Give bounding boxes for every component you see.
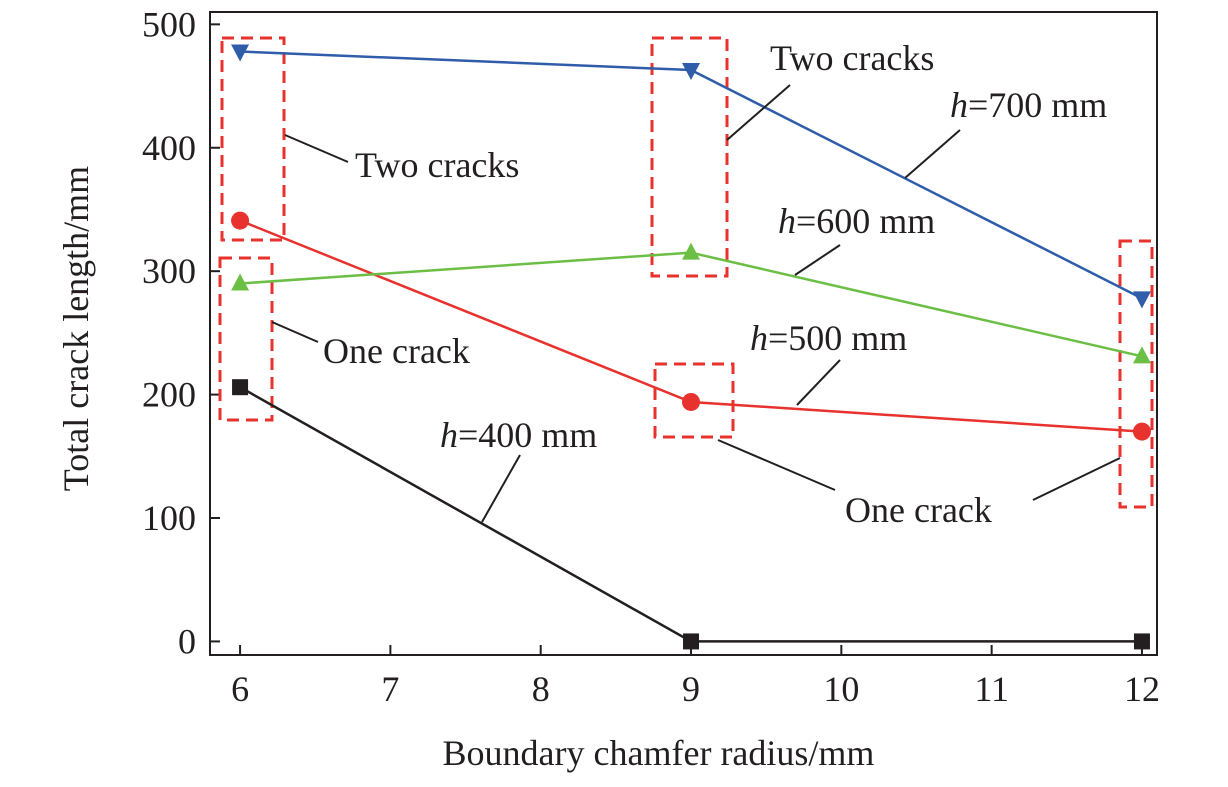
data-point-triangle-up [1132, 346, 1151, 364]
annotation-italic: h [750, 318, 768, 358]
plot-frame [209, 11, 1158, 656]
x-tick-label: 8 [532, 669, 550, 709]
data-point-triangle-up [231, 273, 250, 291]
data-point-square [1133, 633, 1150, 650]
highlight-box [220, 36, 286, 242]
series-h-500-mm [231, 211, 1151, 441]
data-point-triangle-down [1132, 291, 1151, 309]
annotation-italic: h [440, 415, 458, 455]
data-point-triangle-down [231, 44, 250, 62]
leader-line [481, 454, 521, 523]
annotation-h500: h=500 mm [750, 318, 907, 358]
y-axis-label: Total crack length/mm [56, 166, 96, 491]
annotation-text: =600 mm [796, 201, 935, 241]
leader-line [284, 134, 349, 163]
x-tick-label: 6 [231, 669, 249, 709]
leader-line [796, 359, 841, 406]
highlight-box [218, 256, 274, 422]
y-tick-label: 400 [142, 128, 196, 168]
annotation-h400: h=400 mm [440, 415, 597, 455]
series-line [239, 386, 1142, 643]
leader-line [726, 84, 791, 141]
series-h-700-mm [231, 44, 1151, 309]
annotation-two-cracks-b: Two cracks [770, 38, 934, 78]
annotation-two-cracks-a: Two cracks [355, 145, 519, 185]
x-tick-label: 12 [1124, 669, 1160, 709]
annotation-text: =500 mm [768, 318, 907, 358]
leader-line [717, 439, 836, 491]
y-tick-label: 0 [178, 621, 196, 661]
x-tick-label: 10 [823, 669, 859, 709]
data-point-square [683, 633, 700, 650]
highlight-box [1118, 239, 1154, 509]
annotation-italic: h [778, 201, 796, 241]
data-point-square [232, 379, 249, 396]
series-h-600-mm [231, 242, 1151, 364]
x-tick-label: 7 [381, 669, 399, 709]
y-tick-label: 500 [142, 4, 196, 44]
data-point-circle [1132, 422, 1151, 441]
highlight-box [650, 36, 729, 278]
annotation-one-crack-b: One crack [845, 490, 992, 530]
annotation-h700: h=700 mm [950, 85, 1107, 125]
x-axis-label: Boundary chamfer radius/mm [443, 733, 875, 773]
y-tick-label: 200 [142, 375, 196, 415]
data-point-circle [231, 211, 250, 230]
leader-line [271, 321, 319, 343]
data-point-circle [682, 392, 701, 411]
y-tick-label: 300 [142, 251, 196, 291]
x-tick-label: 11 [974, 669, 1009, 709]
highlight-box [653, 362, 735, 439]
x-tick-label: 9 [682, 669, 700, 709]
data-point-triangle-up [682, 242, 701, 260]
data-point-triangle-down [682, 63, 701, 81]
leader-line [904, 129, 961, 179]
leader-line [1032, 457, 1121, 501]
y-tick-label: 100 [142, 498, 196, 538]
series-h-400-mm [232, 379, 1150, 650]
annotation-one-crack-a: One crack [323, 331, 470, 371]
annotation-text: =700 mm [968, 85, 1107, 125]
leader-line [794, 244, 841, 276]
annotation-h600: h=600 mm [778, 201, 935, 241]
annotation-text: =400 mm [458, 415, 597, 455]
annotation-italic: h [950, 85, 968, 125]
